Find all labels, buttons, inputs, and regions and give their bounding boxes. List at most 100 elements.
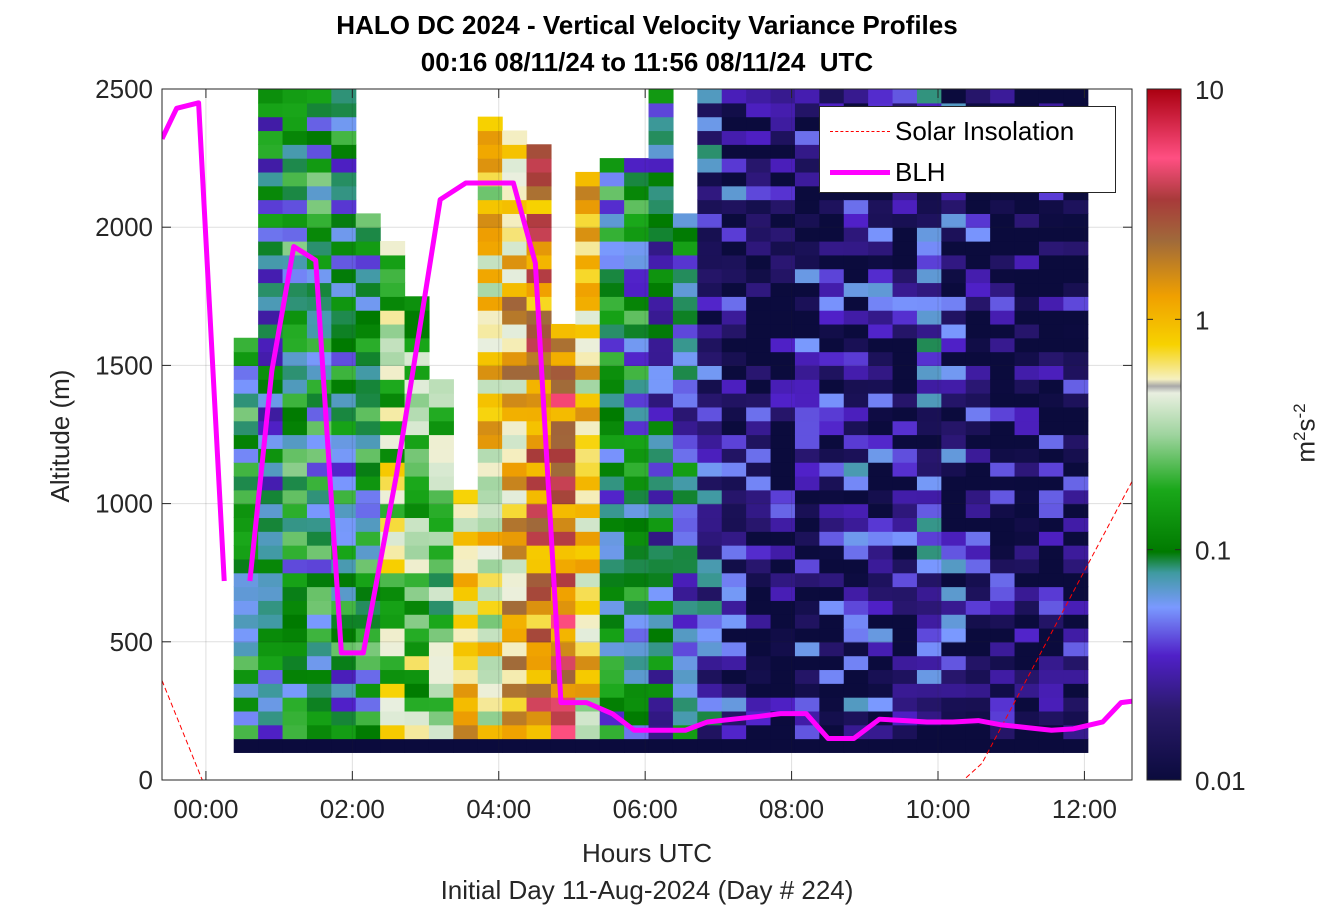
heatmap-cell: [233, 351, 259, 366]
heatmap-cell: [746, 227, 772, 242]
heatmap-cell: [380, 379, 406, 394]
heatmap-cell: [916, 365, 942, 380]
heatmap-cell: [1014, 572, 1040, 588]
heatmap-cell: [819, 738, 845, 753]
heatmap-cell: [672, 406, 698, 422]
heatmap-cell: [916, 572, 942, 588]
heatmap-cell: [550, 517, 576, 532]
heatmap-cell: [380, 406, 406, 422]
heatmap-cell: [1063, 241, 1089, 256]
heatmap-cell: [233, 420, 259, 436]
heatmap-cell: [843, 420, 869, 436]
heatmap-cell: [575, 199, 601, 214]
heatmap-cell: [258, 420, 284, 436]
heatmap-cell: [258, 158, 284, 173]
heatmap-cell: [648, 475, 674, 491]
colorbar-label-sup2: -2: [1290, 403, 1309, 419]
heatmap-cell: [404, 545, 430, 560]
heatmap-cell: [550, 545, 576, 560]
heatmap-cell: [233, 448, 259, 463]
heatmap-cell: [233, 614, 259, 629]
heatmap-cell: [599, 531, 625, 546]
heatmap-cell: [355, 669, 381, 684]
heatmap-cell: [990, 641, 1016, 657]
heatmap-cell: [672, 572, 698, 588]
heatmap-cell: [1063, 434, 1089, 449]
heatmap-cell: [965, 627, 991, 643]
heatmap-cell: [916, 558, 942, 574]
heatmap-cell: [1038, 627, 1064, 643]
heatmap-cell: [233, 379, 259, 394]
legend-label-solar-insolation: Solar Insolation: [895, 116, 1075, 146]
heatmap-cell: [306, 185, 332, 201]
heatmap-cell: [624, 697, 650, 712]
heatmap-cell: [477, 641, 503, 657]
heatmap-cell: [624, 158, 650, 173]
heatmap-cell: [770, 627, 796, 643]
heatmap-cell: [380, 558, 406, 574]
heatmap-cell: [550, 420, 576, 436]
heatmap-cell: [624, 254, 650, 270]
heatmap-cell: [843, 310, 869, 325]
heatmap-cell: [282, 641, 308, 657]
heatmap-cell: [672, 227, 698, 242]
heatmap-cell: [990, 241, 1016, 256]
heatmap-cell: [770, 130, 796, 145]
heatmap-cell: [965, 406, 991, 422]
heatmap-cell: [721, 669, 747, 684]
heatmap-cell: [258, 531, 284, 546]
heatmap-cell: [282, 572, 308, 588]
heatmap-cell: [819, 586, 845, 601]
heatmap-cell: [916, 282, 942, 297]
heatmap-cell: [331, 724, 357, 740]
heatmap-cell: [355, 489, 381, 505]
heatmap-cell: [599, 600, 625, 615]
heatmap-cell: [770, 462, 796, 477]
heatmap-cell: [990, 517, 1016, 532]
heatmap-cell: [990, 213, 1016, 228]
heatmap-cell: [233, 655, 259, 671]
heatmap-cell: [428, 393, 454, 408]
heatmap-cell: [1063, 365, 1089, 380]
heatmap-cell: [721, 227, 747, 242]
heatmap-cell: [1063, 738, 1089, 753]
heatmap-cell: [575, 448, 601, 463]
heatmap-cell: [380, 254, 406, 270]
heatmap-cell: [770, 738, 796, 753]
heatmap-cell: [916, 738, 942, 753]
heatmap-cell: [306, 144, 332, 159]
heatmap-cell: [1014, 475, 1040, 491]
heatmap-cell: [965, 282, 991, 297]
heatmap-cell: [916, 627, 942, 643]
heatmap-cell: [282, 296, 308, 311]
heatmap-cell: [331, 710, 357, 726]
heatmap-cell: [746, 282, 772, 297]
heatmap-cell: [1063, 517, 1089, 532]
heatmap-cell: [502, 144, 528, 159]
heatmap-cell: [453, 545, 479, 560]
heatmap-cell: [990, 531, 1016, 546]
heatmap-cell: [721, 282, 747, 297]
heatmap-cell: [306, 724, 332, 740]
heatmap-cell: [819, 89, 845, 104]
heatmap-cell: [746, 475, 772, 491]
heatmap-cell: [770, 241, 796, 256]
heatmap-cell: [697, 655, 723, 671]
heatmap-cell: [404, 310, 430, 325]
heatmap-cell: [819, 503, 845, 519]
heatmap-cell: [502, 337, 528, 353]
heatmap-cell: [526, 641, 552, 657]
heatmap-cell: [648, 503, 674, 519]
heatmap-cell: [697, 282, 723, 297]
heatmap-cell: [1038, 683, 1064, 698]
heatmap-cell: [526, 627, 552, 643]
heatmap-cell: [1063, 254, 1089, 270]
heatmap-cell: [941, 572, 967, 588]
heatmap-cell: [575, 406, 601, 422]
legend-swatch-blh: [830, 170, 890, 175]
heatmap-cell: [916, 683, 942, 698]
heatmap-cell: [428, 683, 454, 698]
heatmap-cell: [648, 655, 674, 671]
heatmap-cell: [721, 738, 747, 753]
heatmap-cell: [355, 738, 381, 753]
